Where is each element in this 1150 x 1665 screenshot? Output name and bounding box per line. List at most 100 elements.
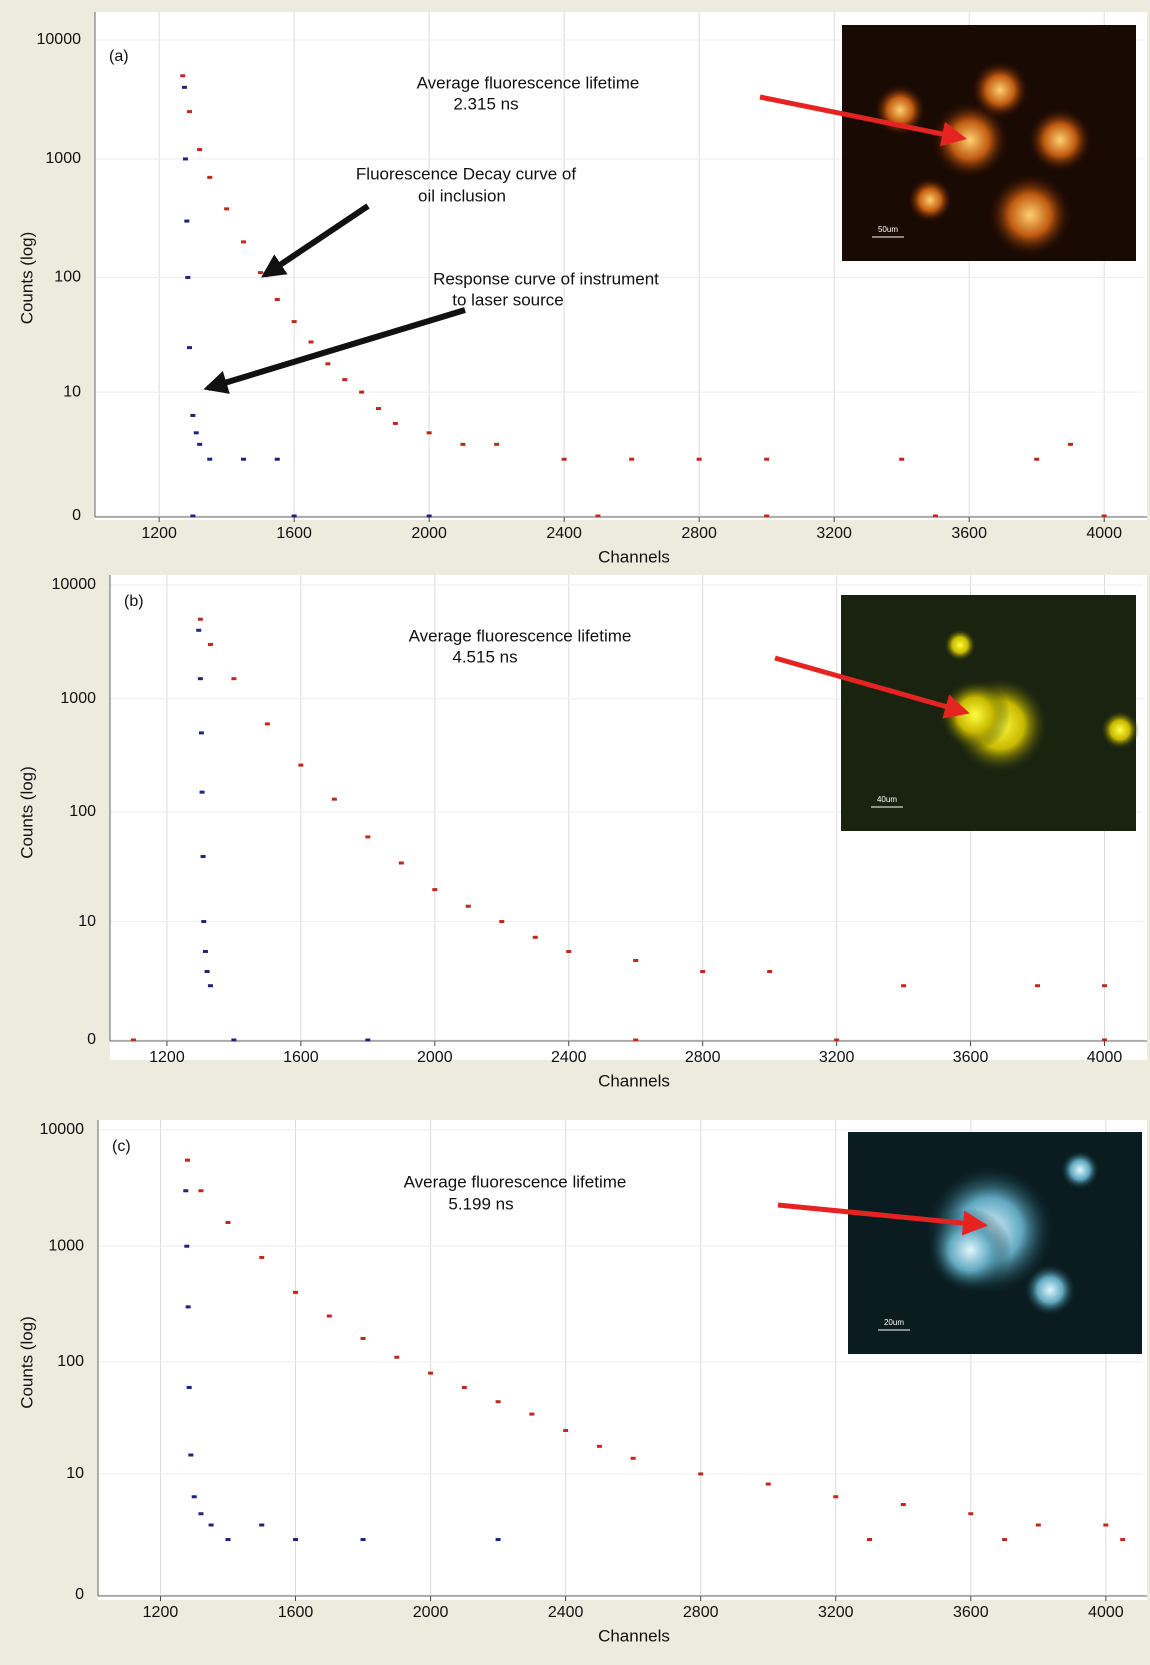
data-point (630, 1456, 636, 1460)
x-tick-label: 2800 (681, 525, 717, 542)
data-point (633, 958, 639, 962)
fluorescence-blob (1024, 1264, 1076, 1316)
data-point (394, 1355, 400, 1359)
data-point (629, 457, 635, 461)
y-tick-label: 0 (87, 1031, 96, 1048)
x-tick-label: 1600 (276, 525, 312, 542)
data-point (308, 340, 314, 344)
data-point (191, 1495, 197, 1499)
fluorescence-blob (1100, 710, 1140, 750)
x-tick-label: 2000 (413, 1604, 449, 1621)
black-arrow (203, 307, 466, 394)
data-point (360, 1538, 366, 1542)
annotation: Average fluorescence lifetime (404, 1172, 627, 1191)
data-point (298, 763, 304, 767)
data-point (186, 1385, 192, 1389)
data-point (259, 1255, 265, 1259)
annotation: 5.199 ns (448, 1194, 513, 1213)
data-point (495, 1400, 501, 1404)
y-tick-label: 1000 (45, 150, 81, 167)
data-point (181, 85, 187, 89)
data-point (1120, 1538, 1126, 1542)
inset-scale-label: 50um (878, 225, 898, 234)
data-point (274, 297, 280, 301)
data-point (633, 1038, 639, 1042)
data-point (360, 1336, 366, 1340)
data-point (187, 346, 193, 350)
x-tick-label: 3600 (953, 1604, 989, 1621)
fluorescence-blob (939, 679, 1011, 751)
y-tick-label: 1000 (60, 690, 96, 707)
data-point (764, 514, 770, 518)
data-point (465, 904, 471, 908)
data-point (180, 74, 186, 78)
data-point (199, 790, 205, 794)
x-tick-label: 3200 (816, 525, 852, 542)
data-point (1035, 1523, 1041, 1527)
y-axis-label: Counts (log) (17, 232, 36, 325)
data-point (834, 1038, 840, 1042)
red-arrow (759, 94, 967, 147)
data-point (365, 835, 371, 839)
data-point (1101, 984, 1107, 988)
red-arrow (777, 1202, 988, 1236)
y-tick-label: 10000 (40, 1121, 85, 1138)
fluorescence-blob (1060, 1150, 1100, 1190)
annotation: to laser source (452, 290, 564, 309)
panel-label: (b) (124, 593, 144, 610)
data-point (274, 457, 280, 461)
data-point (1101, 514, 1107, 518)
x-tick-label: 3600 (953, 1049, 989, 1066)
data-point (208, 1523, 214, 1527)
data-point (595, 514, 601, 518)
data-point (1101, 1038, 1107, 1042)
data-point (1103, 1523, 1109, 1527)
panel: 1200 1600 2000 2400 2800 3200 3600 4000 0 10 100 10… (17, 575, 1147, 1090)
data-point (197, 148, 203, 152)
data-point (529, 1412, 535, 1416)
data-point (767, 970, 773, 974)
data-point (867, 1538, 873, 1542)
y-tick-label: 100 (57, 1353, 84, 1370)
data-point (188, 1453, 194, 1457)
y-axis-label: Counts (log) (17, 766, 36, 859)
data-point (241, 240, 247, 244)
data-point (197, 617, 203, 621)
panel-label: (a) (109, 48, 129, 65)
x-tick-label: 2400 (551, 1049, 587, 1066)
data-point (359, 390, 365, 394)
data-point (426, 514, 432, 518)
fluorescence-blob (931, 101, 1009, 179)
x-tick-label: 1200 (149, 1049, 185, 1066)
data-point (1035, 984, 1041, 988)
data-point (596, 1444, 602, 1448)
y-tick-label: 10 (78, 913, 96, 930)
data-point (204, 970, 210, 974)
x-tick-label: 2800 (685, 1049, 721, 1066)
data-point (331, 797, 337, 801)
data-point (190, 413, 196, 417)
data-point (561, 457, 567, 461)
fluorescence-blob (988, 173, 1072, 257)
data-point (293, 1290, 299, 1294)
data-point (696, 457, 702, 461)
data-point (426, 431, 432, 435)
data-point (365, 1038, 371, 1042)
data-point (899, 457, 905, 461)
x-tick-label: 4000 (1087, 1049, 1123, 1066)
fluorescence-blob (928, 1208, 1012, 1292)
data-point (495, 1538, 501, 1542)
y-tick-label: 100 (69, 803, 96, 820)
data-point (398, 861, 404, 865)
x-tick-label: 2400 (548, 1604, 584, 1621)
x-tick-label: 4000 (1086, 525, 1122, 542)
data-point (566, 949, 572, 953)
data-point (700, 970, 706, 974)
data-point (291, 514, 297, 518)
data-point (202, 949, 208, 953)
x-tick-label: 1600 (278, 1604, 314, 1621)
data-point (224, 207, 230, 211)
annotation: Average fluorescence lifetime (417, 73, 640, 92)
annotation: Fluorescence Decay curve of (356, 164, 576, 183)
data-point (460, 442, 466, 446)
